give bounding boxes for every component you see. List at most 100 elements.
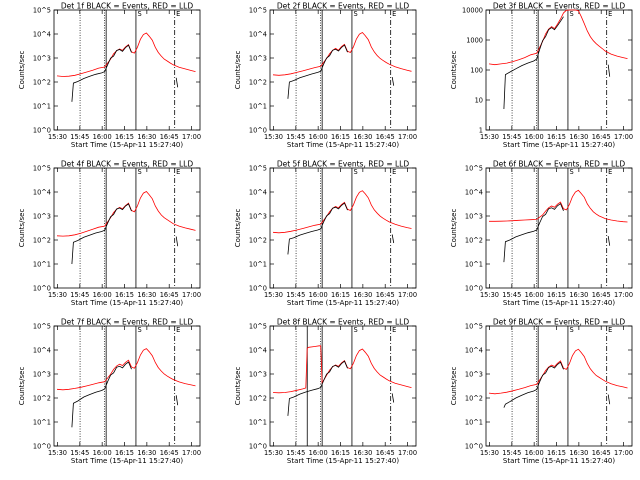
x-tick-label: 16:45 [160, 133, 179, 141]
start-marker-label: S [137, 326, 141, 334]
y-axis-label: Counts/sec [234, 367, 242, 406]
x-tick-label: 16:30 [353, 133, 372, 141]
end-marker-label: E [608, 168, 612, 176]
x-tick-label: 16:00 [525, 449, 544, 457]
y-tick-label: 10^3 [249, 212, 267, 220]
y-tick-label: 10^2 [465, 236, 483, 244]
y-tick-label: 10^3 [249, 54, 267, 62]
chart-panel-9: Det 9f BLACK = Events, RED = LLD 10^0 10^1… [450, 318, 633, 466]
end-marker-label: E [176, 10, 180, 18]
axis-frame [269, 325, 417, 447]
x-tick-label: 15:45 [502, 133, 521, 141]
series-lld-line [488, 348, 628, 395]
y-tick-label: 10^3 [33, 212, 51, 220]
x-tick-label: 16:45 [592, 291, 611, 299]
y-axis-label: Counts/sec [234, 51, 242, 90]
y-tick-label: 10^3 [465, 370, 483, 378]
end-marker-label: E [392, 168, 396, 176]
series-lld-line [56, 348, 196, 391]
series-events-tail-line [391, 234, 395, 244]
chart-panel-3: Det 3f BLACK = Events, RED = LLD 1 10 100 10… [450, 2, 633, 150]
start-marker-label: S [569, 10, 573, 18]
y-tick-label: 10^1 [249, 260, 267, 268]
x-tick-label: 15:30 [264, 449, 283, 457]
x-tick-label: 16:30 [569, 133, 588, 141]
series-events-line [71, 361, 132, 428]
series-events-tail-line [391, 393, 395, 403]
end-marker-label: E [608, 326, 612, 334]
x-tick-label: 16:45 [592, 133, 611, 141]
y-tick-label: 10^0 [249, 284, 267, 292]
y-tick-label: 10^2 [465, 394, 483, 402]
y-tick-label: 10^5 [249, 164, 267, 172]
x-tick-label: 16:00 [93, 449, 112, 457]
series-events-tail-line [607, 394, 611, 405]
chart-panel-8: Det 8f BLACK = Events, RED = LLD 10^0 10^1… [234, 318, 417, 466]
x-tick-label: 15:45 [286, 291, 305, 299]
series-events-tail-line [175, 77, 179, 88]
y-tick-label: 10^5 [249, 322, 267, 330]
series-events-line [503, 361, 564, 408]
y-tick-label: 10^0 [33, 126, 51, 134]
y-tick-label: 1000 [466, 36, 483, 44]
x-axis-label: Start Time (15-Apr-11 15:27:40) [287, 141, 399, 149]
axis-frame [485, 167, 633, 289]
y-tick-label: 10000 [462, 6, 483, 14]
series-events-tail-line [607, 64, 611, 77]
y-tick-label: 10^1 [249, 102, 267, 110]
y-tick-label: 10^2 [33, 394, 51, 402]
y-tick-label: 10^5 [33, 6, 51, 14]
x-tick-label: 17:00 [614, 133, 633, 141]
x-tick-label: 15:30 [264, 133, 283, 141]
x-tick-label: 15:30 [48, 449, 67, 457]
y-tick-label: 10^5 [249, 6, 267, 14]
axis-frame [269, 9, 417, 131]
x-tick-label: 15:45 [70, 449, 89, 457]
panel-title: Det 4f BLACK = Events, RED = LLD [61, 160, 194, 169]
series-lld-line [272, 31, 412, 76]
x-tick-label: 15:45 [502, 291, 521, 299]
start-marker-label: S [137, 168, 141, 176]
chart-panel-4: Det 4f BLACK = Events, RED = LLD 10^0 10^1… [18, 160, 201, 308]
x-tick-label: 15:30 [48, 291, 67, 299]
x-axis-label: Start Time (15-Apr-11 15:27:40) [71, 457, 183, 465]
x-tick-label: 16:45 [376, 133, 395, 141]
y-tick-label: 10^5 [465, 164, 483, 172]
y-tick-label: 1 [479, 126, 483, 134]
axis-frame [485, 325, 633, 447]
x-tick-label: 15:45 [502, 449, 521, 457]
y-tick-label: 10^2 [249, 394, 267, 402]
y-axis-label: Counts/sec [18, 209, 26, 248]
y-tick-label: 10^4 [249, 188, 267, 196]
x-tick-label: 16:15 [115, 291, 134, 299]
series-lld-line [489, 189, 628, 223]
panel-title: Det 6f BLACK = Events, RED = LLD [493, 160, 626, 169]
series-events-tail-line [175, 236, 179, 247]
y-tick-label: 10^0 [249, 126, 267, 134]
y-tick-label: 10^3 [465, 212, 483, 220]
y-tick-label: 100 [470, 66, 483, 74]
y-tick-label: 10^5 [33, 322, 51, 330]
panel-title: Det 7f BLACK = Events, RED = LLD [61, 318, 194, 327]
series-lld-line [272, 345, 412, 394]
x-tick-label: 16:15 [331, 449, 350, 457]
y-tick-label: 10^1 [465, 260, 483, 268]
series-events-tail-line [391, 77, 395, 86]
y-tick-label: 10^2 [33, 78, 51, 86]
x-tick-label: 17:00 [182, 449, 201, 457]
x-tick-label: 16:30 [353, 291, 372, 299]
y-tick-label: 10^4 [33, 188, 51, 196]
y-axis-label: Counts/sec [18, 51, 26, 90]
y-tick-label: 10^0 [465, 442, 483, 450]
x-tick-label: 16:00 [93, 291, 112, 299]
y-tick-label: 10^3 [33, 54, 51, 62]
x-tick-label: 16:45 [376, 291, 395, 299]
series-events-line [287, 360, 348, 416]
x-tick-label: 16:45 [160, 449, 179, 457]
x-tick-label: 16:30 [353, 449, 372, 457]
panel-title: Det 9f BLACK = Events, RED = LLD [493, 318, 626, 327]
y-axis-label: Counts/sec [450, 367, 458, 406]
x-tick-label: 17:00 [614, 291, 633, 299]
x-tick-label: 15:30 [264, 291, 283, 299]
series-events-tail-line [175, 395, 179, 406]
